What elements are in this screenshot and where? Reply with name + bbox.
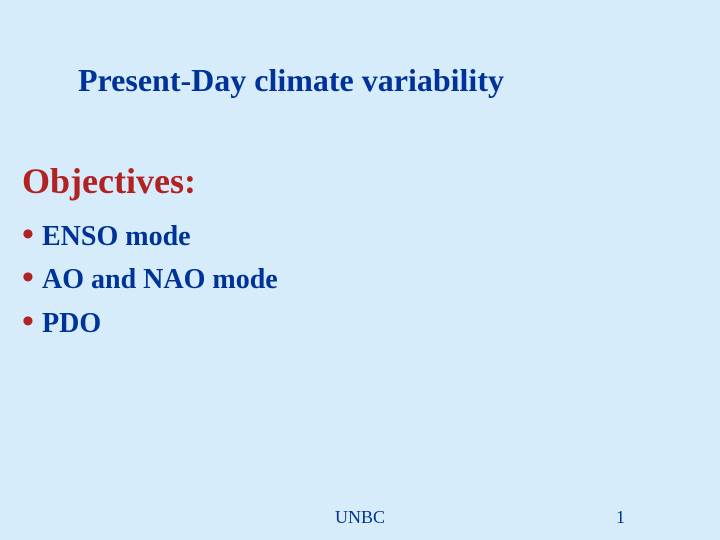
objectives-heading: Objectives: — [22, 160, 196, 202]
footer-center: UNBC — [0, 507, 720, 528]
list-item: PDO — [22, 302, 278, 345]
list-item: ENSO mode — [22, 215, 278, 258]
objectives-list: ENSO mode AO and NAO mode PDO — [22, 215, 278, 345]
slide: Present-Day climate variability Objectiv… — [0, 0, 720, 540]
slide-title: Present-Day climate variability — [78, 62, 504, 99]
page-number: 1 — [616, 507, 625, 528]
list-item: AO and NAO mode — [22, 258, 278, 301]
